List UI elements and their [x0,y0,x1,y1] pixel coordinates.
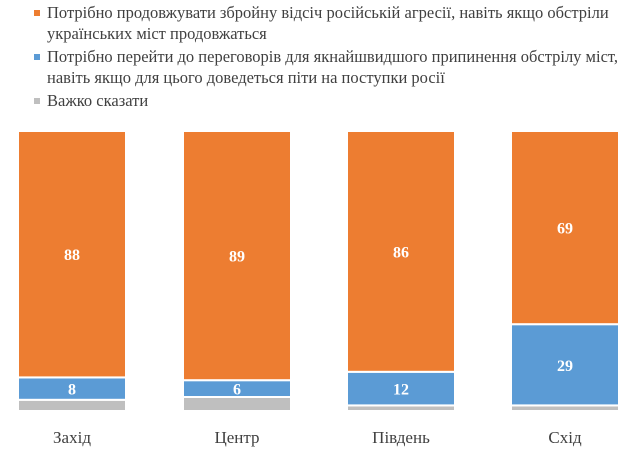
bar-segment-hard-to-say [17,398,127,412]
legend: Потрібно продовжувати збройну відсіч рос… [34,2,634,113]
legend-item-negotiations: Потрібно перейти до переговорів для якна… [34,46,634,88]
bar-segment-continue-defense [182,130,292,382]
data-label: 6 [233,382,241,399]
category-label: Південь [372,428,430,447]
data-label: 29 [557,358,573,375]
bar-segment-continue-defense [17,130,127,379]
legend-label: Потрібно перейти до переговорів для якна… [47,47,619,87]
data-label: 8 [68,382,76,399]
legend-marker-gray [34,98,40,104]
data-label: 89 [229,249,245,266]
legend-marker-orange [34,10,40,16]
bar-segment-hard-to-say [182,396,292,412]
data-label: 69 [557,221,573,238]
legend-marker-blue [34,54,40,60]
data-label: 86 [393,244,409,261]
category-label: Захід [53,428,91,447]
legend-item-continue-defense: Потрібно продовжувати збройну відсіч рос… [34,2,634,44]
legend-label: Важко сказати [47,91,149,110]
legend-item-hard-to-say: Важко сказати [34,90,634,111]
legend-label: Потрібно продовжувати збройну відсіч рос… [47,3,609,43]
bar-segment-continue-defense [346,130,456,373]
bar-segment-negotiations [510,323,620,407]
data-label: 88 [64,247,80,264]
category-label: Центр [214,428,259,447]
category-label: Схід [548,428,582,447]
bar-segment-continue-defense [510,130,620,326]
data-label: 12 [393,382,409,399]
